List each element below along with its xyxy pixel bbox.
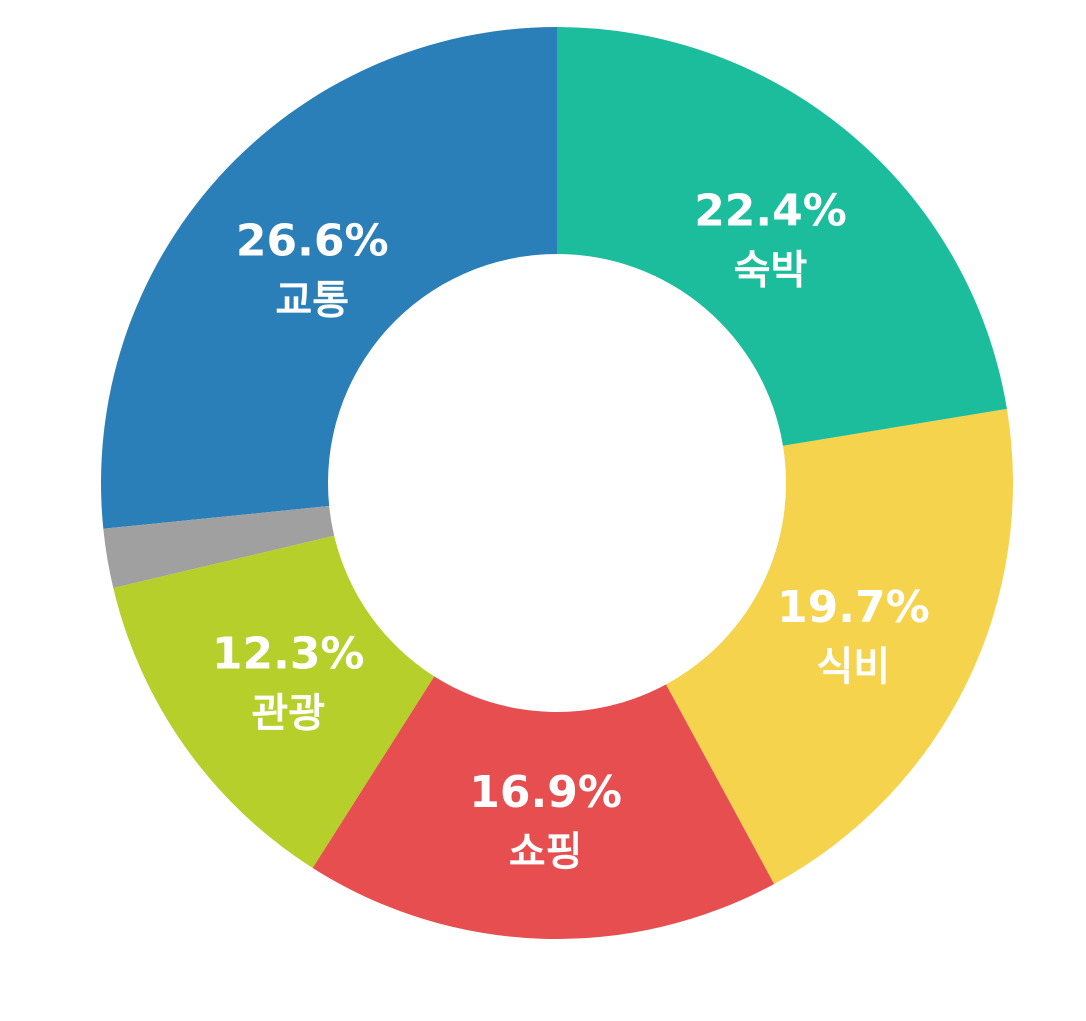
slice-category-label: 쇼핑 — [509, 829, 583, 875]
slice-percent-label: 26.6% — [236, 216, 389, 267]
slice-교통 — [101, 27, 557, 529]
slice-other-1 — [103, 505, 335, 589]
donut-slices — [101, 27, 1014, 939]
slice-category-label: 숙박 — [734, 247, 808, 293]
slice-관광 — [113, 535, 435, 869]
slice-category-label: 관광 — [251, 690, 325, 736]
slice-category-label: 식비 — [817, 644, 891, 690]
slice-labels: 26.6% 교통 12.3% 관광 16.9% 쇼핑 19.7% 식비 22.4% 숙박 — [212, 185, 930, 874]
slice-percent-label: 12.3% — [212, 628, 365, 679]
slice-percent-label: 19.7% — [777, 582, 930, 633]
slice-percent-label: 22.4% — [694, 185, 847, 236]
slice-쇼핑 — [312, 676, 775, 939]
slice-percent-label: 16.9% — [469, 767, 622, 818]
slice-식비 — [666, 408, 1014, 884]
slice-category-label: 교통 — [275, 278, 349, 324]
slice-숙박 — [557, 27, 1007, 446]
